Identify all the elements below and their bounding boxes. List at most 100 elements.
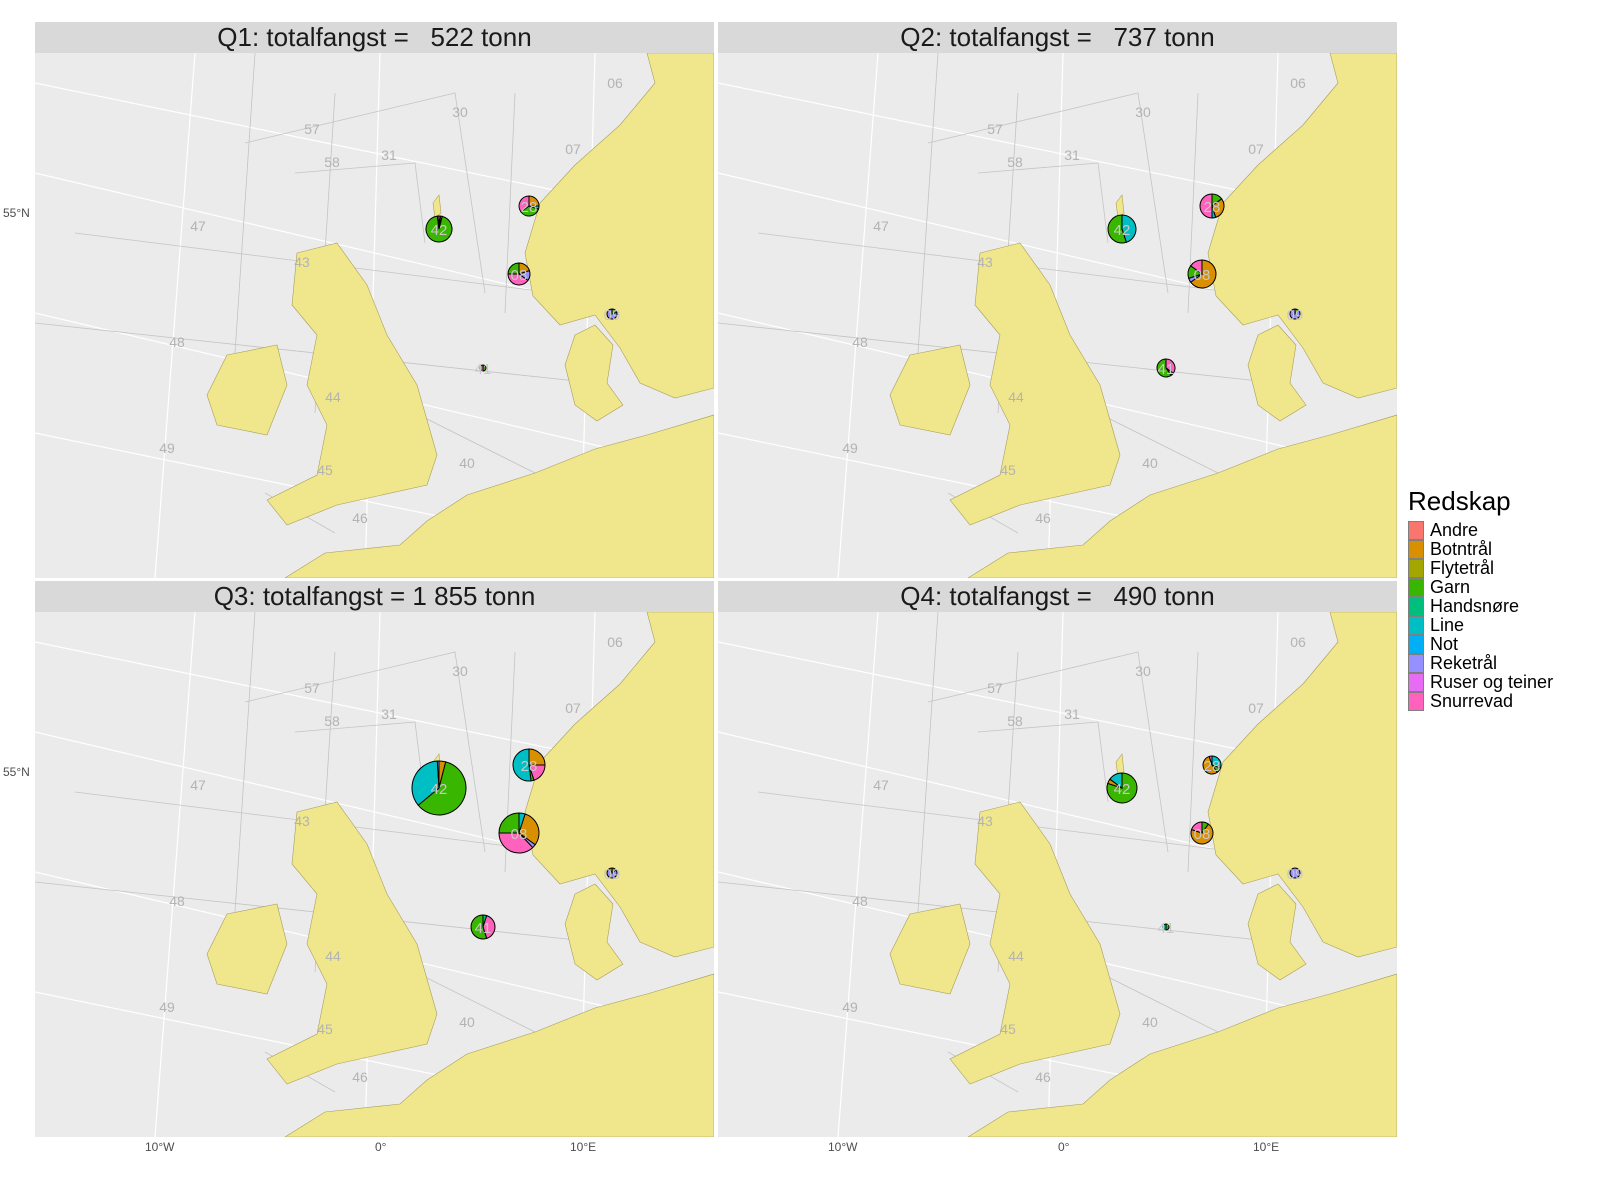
area-label: 49 xyxy=(159,999,175,1015)
pie-area-08: 08 xyxy=(498,812,540,854)
legend-label: Garn xyxy=(1430,577,1471,597)
area-label: 46 xyxy=(352,1069,368,1085)
graticule-line xyxy=(154,612,196,1137)
pie-area-28: 28 xyxy=(1202,755,1222,775)
land-great-britain xyxy=(949,242,1121,526)
ices-area-boundary xyxy=(294,721,426,803)
legend-label: Reketrål xyxy=(1430,653,1498,673)
pie-slice-garn xyxy=(470,914,488,940)
area-label: 48 xyxy=(852,893,868,909)
facet-title: Q4: totalfangst = 490 tonn xyxy=(718,581,1397,612)
map: 06 30 57 58 31 07 47 43 48 44 49 45 40 46 42 28 08 09 41 xyxy=(718,53,1397,578)
ices-area-boundary xyxy=(977,721,1109,803)
pie-slice-snurrevad xyxy=(479,364,484,372)
area-label: 48 xyxy=(852,334,868,350)
pie-slice-botntrål xyxy=(1190,823,1214,845)
area-label: 07 xyxy=(565,700,581,716)
area-label: 06 xyxy=(607,634,623,650)
land-denmark xyxy=(564,324,624,422)
x-tick-10w: 10°W xyxy=(828,1140,858,1154)
legend-item: Andre xyxy=(1408,520,1553,540)
legend-swatch xyxy=(1408,540,1424,559)
pie-area-label: 28 xyxy=(1204,758,1221,775)
pie-area-09: 09 xyxy=(1287,866,1304,883)
pie-area-28: 28 xyxy=(512,748,546,782)
land-denmark xyxy=(1247,324,1307,422)
pie-slice-snurrevad xyxy=(1199,193,1213,219)
legend: Redskap Andre Botntrål Flytetrål Garn Handsn… xyxy=(1408,486,1553,711)
area-label: 48 xyxy=(169,334,185,350)
x-tick-0: 0° xyxy=(375,1140,387,1154)
land-scandinavia xyxy=(1207,612,1397,958)
area-label: 30 xyxy=(1135,104,1151,120)
legend-label: Botntrål xyxy=(1430,539,1493,559)
land-scandinavia xyxy=(524,612,714,958)
graticule-line xyxy=(837,612,879,1137)
area-label: 31 xyxy=(381,706,397,722)
pie-slice-snurrevad xyxy=(1190,821,1203,834)
y-tick-55n: 55°N xyxy=(3,765,30,779)
x-tick-10e: 10°E xyxy=(570,1140,597,1154)
pie-area-label: 41 xyxy=(475,920,492,937)
x-tick-0: 0° xyxy=(1058,1140,1070,1154)
pie-area-label: 28 xyxy=(521,199,538,216)
pie-area-label: 28 xyxy=(521,758,538,775)
legend-item: Botntrål xyxy=(1408,539,1553,559)
pie-slice-line xyxy=(512,748,532,782)
land-scandinavia xyxy=(1207,53,1397,399)
area-label: 30 xyxy=(1135,663,1151,679)
x-tick-10e: 10°E xyxy=(1253,1140,1280,1154)
area-label: 57 xyxy=(304,680,320,696)
ices-area-boundary xyxy=(917,612,939,913)
pie-area-label: 09 xyxy=(1287,866,1304,883)
legend-label: Snurrevad xyxy=(1430,691,1514,711)
area-label: 43 xyxy=(977,254,993,270)
area-label: 06 xyxy=(1290,75,1306,91)
land-great-britain xyxy=(266,801,438,1085)
ices-area-boundary xyxy=(917,53,939,354)
area-label: 46 xyxy=(1035,510,1051,526)
pie-area-41: 41 xyxy=(470,914,496,940)
facet-title: Q3: totalfangst = 1 855 tonn xyxy=(35,581,714,612)
land-ireland xyxy=(889,903,971,995)
pie-area-41: 41 xyxy=(475,361,492,378)
pie-area-label: 09 xyxy=(604,866,621,883)
land-continent xyxy=(967,414,1397,578)
land-ireland xyxy=(889,344,971,436)
legend-swatch xyxy=(1408,597,1424,616)
facet-title: Q2: totalfangst = 737 tonn xyxy=(718,22,1397,53)
pie-slice-botntrål xyxy=(518,813,540,846)
area-label: 49 xyxy=(842,999,858,1015)
area-label: 58 xyxy=(1007,713,1023,729)
pie-slice-garn xyxy=(498,812,520,834)
area-label: 47 xyxy=(873,777,889,793)
area-label: 30 xyxy=(452,663,468,679)
land-continent xyxy=(284,414,714,578)
land-ireland xyxy=(206,344,288,436)
land-continent xyxy=(967,973,1397,1137)
legend-title: Redskap xyxy=(1408,486,1511,516)
ices-area-boundary xyxy=(234,53,256,354)
pie-area-28: 28 xyxy=(1199,193,1225,219)
area-label: 43 xyxy=(294,813,310,829)
area-label: 06 xyxy=(1290,634,1306,650)
pie-area-09: 09 xyxy=(1287,307,1304,324)
facet-panel-q3: Q3: totalfangst = 1 855 tonn 06 30 57 58 31 07… xyxy=(35,581,714,1137)
pie-slice-snurrevad xyxy=(436,215,440,230)
legend-swatch xyxy=(1408,616,1424,635)
ices-area-boundary xyxy=(1097,971,1239,1043)
ices-area-boundary xyxy=(927,92,1169,294)
ices-area-boundary xyxy=(1187,651,1199,873)
pie-slice-garn xyxy=(1156,358,1172,378)
land-shetland xyxy=(1115,753,1125,778)
area-label: 58 xyxy=(324,713,340,729)
pie-area-label: 08 xyxy=(511,267,528,284)
legend-label: Ruser og teiner xyxy=(1430,672,1554,692)
pie-slice-reketrål xyxy=(606,308,618,320)
pie-slice-snurrevad xyxy=(498,832,534,854)
ices-area-boundary xyxy=(504,92,516,314)
area-label: 48 xyxy=(169,893,185,909)
area-label: 30 xyxy=(452,104,468,120)
area-label: 40 xyxy=(459,1014,475,1030)
ices-area-boundary xyxy=(244,92,486,294)
